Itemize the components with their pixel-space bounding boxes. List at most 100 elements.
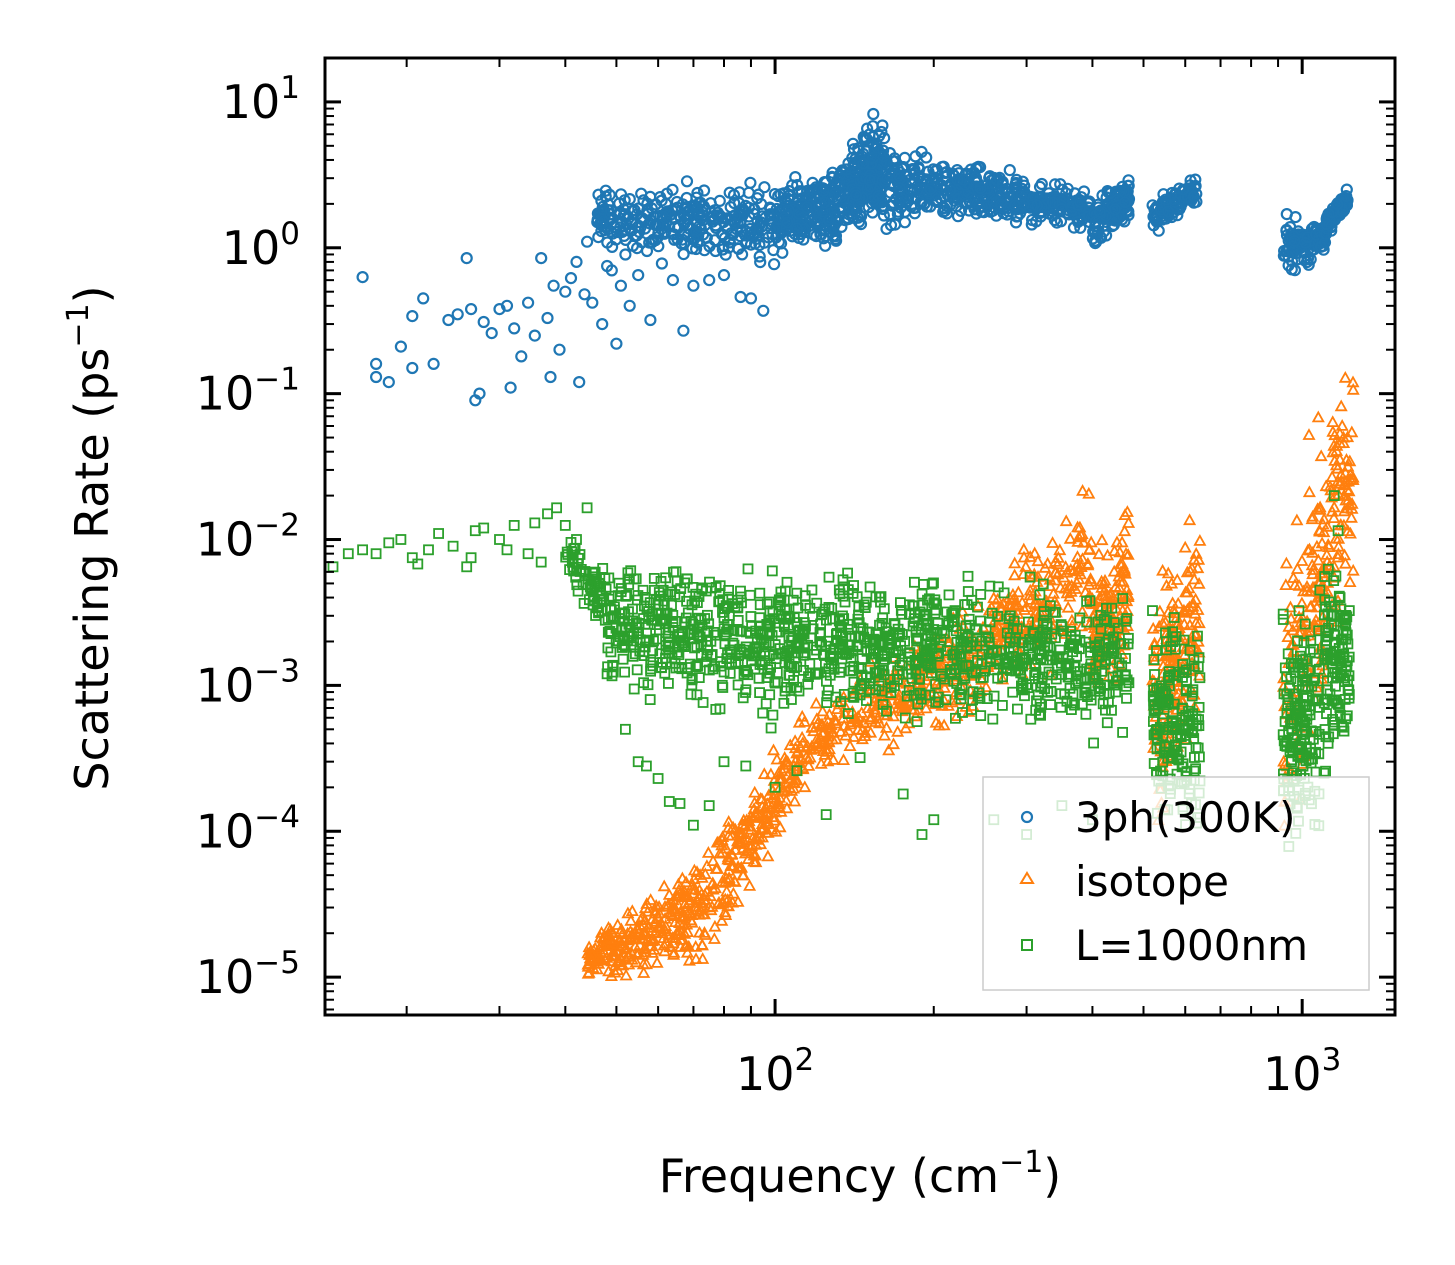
data-point: [735, 626, 747, 637]
data-point: [1095, 682, 1106, 693]
data-point: [749, 809, 763, 821]
data-point: [577, 579, 589, 590]
data-point: [643, 635, 655, 647]
data-point: [1279, 578, 1293, 590]
data-point: [824, 225, 838, 239]
data-point: [666, 274, 680, 287]
data-point: [855, 622, 867, 634]
data-point: [959, 672, 971, 684]
data-point: [770, 752, 784, 765]
data-point: [1189, 615, 1203, 628]
data-point: [1189, 173, 1202, 186]
data-point: [1038, 610, 1050, 621]
data-point: [975, 710, 987, 721]
data-point: [655, 257, 669, 270]
data-point: [1079, 687, 1091, 699]
data-point: [854, 210, 868, 223]
data-point: [1315, 536, 1329, 549]
data-point: [636, 212, 649, 225]
data-point: [721, 626, 732, 638]
data-point: [834, 724, 848, 737]
data-point: [710, 835, 724, 848]
data-point: [1156, 563, 1170, 576]
data-point: [858, 729, 872, 741]
data-point: [1327, 438, 1341, 451]
data-point: [863, 128, 876, 141]
data-point: [771, 667, 783, 678]
data-point: [919, 701, 933, 714]
data-point: [744, 589, 756, 601]
data-point: [856, 172, 869, 185]
data-point: [1157, 689, 1168, 701]
data-point: [714, 588, 726, 599]
data-point: [528, 329, 541, 342]
data-point: [665, 586, 676, 598]
data-point: [1177, 183, 1190, 196]
data-point: [521, 296, 535, 309]
data-point: [818, 224, 832, 237]
data-point: [884, 633, 896, 645]
data-point: [680, 917, 694, 930]
data-point: [625, 904, 639, 916]
data-point: [691, 689, 703, 701]
data-point: [652, 906, 666, 919]
data-point: [695, 938, 709, 951]
data-point: [1284, 683, 1295, 694]
data-point: [672, 209, 686, 222]
data-point: [900, 169, 913, 182]
data-point: [1167, 706, 1179, 717]
data-point: [810, 668, 822, 680]
data-point: [935, 641, 947, 652]
data-point: [1329, 458, 1343, 471]
data-point: [1065, 613, 1079, 626]
data-point: [1187, 708, 1198, 719]
data-point: [759, 655, 771, 666]
data-point: [854, 218, 868, 231]
data-point: [987, 713, 999, 725]
data-point: [676, 627, 688, 638]
data-point: [773, 626, 784, 638]
data-point: [742, 563, 754, 575]
data-point: [606, 590, 617, 602]
data-point: [1081, 596, 1092, 607]
data-point: [631, 664, 643, 676]
data-point: [811, 216, 824, 229]
data-point: [775, 592, 787, 604]
data-point: [766, 743, 781, 756]
data-point: [811, 644, 822, 656]
data-point: [1190, 742, 1202, 753]
data-point: [667, 945, 681, 958]
data-point: [1063, 589, 1077, 602]
data-point: [678, 939, 692, 952]
data-point: [662, 630, 674, 642]
data-point: [1120, 615, 1132, 627]
data-point: [1037, 578, 1049, 590]
data-point: [693, 219, 706, 233]
data-point: [1326, 445, 1340, 458]
data-point: [760, 698, 772, 709]
data-point: [870, 628, 882, 640]
data-point: [1003, 613, 1015, 624]
data-point: [628, 939, 642, 952]
data-point: [1023, 550, 1037, 562]
data-point: [1293, 704, 1304, 716]
data-point: [943, 589, 955, 601]
data-point: [1061, 182, 1074, 195]
data-point: [625, 204, 639, 218]
data-point: [908, 600, 920, 612]
data-point: [1110, 686, 1122, 698]
data-point: [815, 720, 829, 732]
data-point: [665, 227, 678, 240]
data-point: [1072, 572, 1086, 585]
data-point: [863, 174, 877, 187]
data-point: [1103, 643, 1114, 655]
data-point: [637, 584, 649, 596]
data-point: [930, 696, 942, 708]
data-point: [1281, 736, 1293, 748]
data-point: [1343, 454, 1357, 467]
data-point: [767, 258, 781, 271]
data-point: [1041, 556, 1055, 569]
data-point: [417, 292, 430, 305]
data-point: [762, 788, 776, 801]
data-point: [693, 903, 707, 915]
